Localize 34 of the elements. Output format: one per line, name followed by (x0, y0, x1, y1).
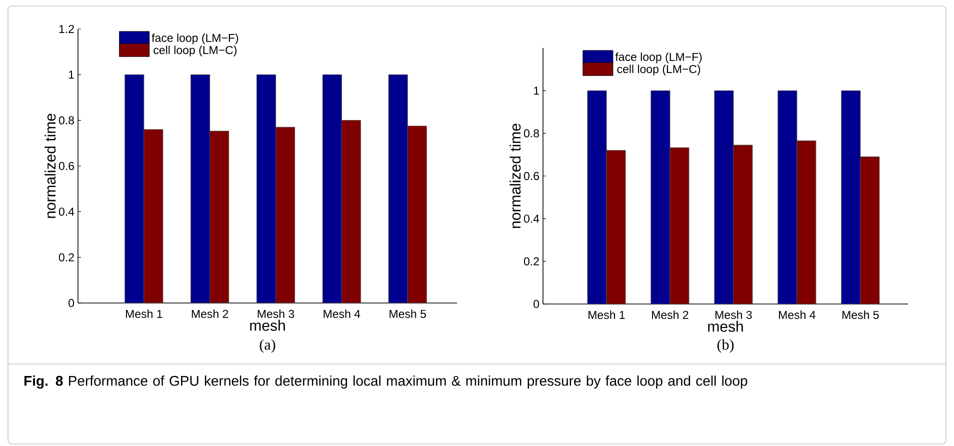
legend-label: cell loop (LM−C) (617, 64, 700, 76)
x-tick-label: Mesh 2 (652, 310, 688, 319)
y-tick-label: 0.8 (524, 129, 539, 138)
x-tick-label: Mesh 3 (258, 310, 294, 318)
y-tick-label: 0.4 (524, 214, 540, 223)
legend-label: face loop (LM−F) (152, 34, 238, 44)
x-tick-label: Mesh 3 (716, 310, 752, 319)
text: (b) (717, 339, 734, 353)
legend-label: face loop (LM−F) (615, 52, 702, 64)
y-tick-label: 0.4 (58, 208, 74, 216)
y-tick-label: 0 (534, 300, 540, 308)
text: (a) (260, 339, 276, 353)
x-axis-title: mesh (250, 320, 285, 331)
x-axis-title: mesh (708, 320, 743, 332)
y-tick-label: 0.6 (58, 162, 74, 170)
y-tick-label: 1.2 (59, 24, 74, 34)
y-tick-label: 0.2 (58, 253, 74, 262)
x-tick-label: Mesh 5 (390, 310, 426, 318)
x-tick-label: Mesh 1 (126, 310, 162, 318)
y-tick-label: 0 (68, 298, 74, 308)
y-tick-label: 1 (534, 86, 539, 95)
y-tick-label: 0.6 (524, 172, 539, 180)
y-tick-label: 0.8 (58, 116, 74, 124)
x-tick-label: Mesh 5 (842, 310, 879, 319)
text: Fig. 8 Performance of GPU kernels for determining local maximum & minimum pressure by face loop and cell loop (24, 376, 748, 389)
x-tick-label: Mesh 2 (192, 310, 228, 318)
y-tick-label: 1 (68, 70, 74, 79)
x-tick-label: Mesh 4 (779, 310, 816, 319)
y-tick-label: 0.2 (524, 257, 539, 266)
y-axis-title: normalized time (44, 114, 56, 218)
x-tick-label: Mesh 4 (324, 310, 360, 318)
x-tick-label: Mesh 1 (588, 310, 625, 319)
y-axis-title: normalized time (510, 124, 521, 228)
legend-label: cell loop (LM−C) (154, 46, 236, 56)
